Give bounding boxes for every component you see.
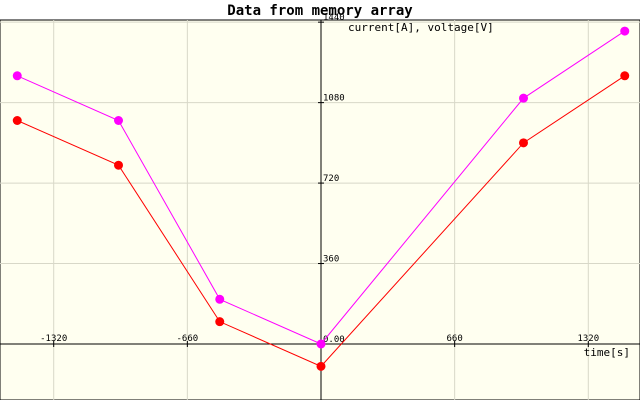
series-1-point bbox=[12, 71, 22, 81]
x-axis-label: time[s] bbox=[584, 346, 630, 359]
series bbox=[12, 26, 630, 371]
series-2-point bbox=[215, 317, 225, 327]
chart-title: Data from memory array bbox=[227, 3, 413, 19]
x-tick-label: 1320 bbox=[577, 334, 599, 344]
y-tick-label: 1440 bbox=[323, 13, 345, 23]
y-tick-label: 360 bbox=[323, 255, 339, 265]
x-tick-label: -1320 bbox=[40, 334, 67, 344]
series-2-line bbox=[17, 75, 626, 367]
series-1-point bbox=[215, 294, 225, 304]
plot-area bbox=[0, 19, 640, 400]
y-axis-label: current[A], voltage[V] bbox=[348, 21, 494, 34]
x-tick-label: -660 bbox=[177, 334, 199, 344]
series-2-point bbox=[316, 361, 326, 371]
y-tick-label: 0.00 bbox=[323, 335, 345, 345]
x-tick-label: 660 bbox=[447, 334, 463, 344]
series-2-point bbox=[519, 138, 528, 148]
series-1-point bbox=[316, 339, 326, 349]
series-2-point bbox=[114, 160, 123, 170]
tick-labels: -1320 -660 660 1320 0.00 360 720 1080 1440 bbox=[40, 13, 599, 345]
series-1-line bbox=[17, 30, 626, 345]
series-2-point bbox=[12, 116, 22, 125]
title-bar bbox=[0, 0, 640, 20]
y-tick-label: 720 bbox=[323, 174, 339, 184]
series-2-point bbox=[620, 71, 630, 81]
series-1-point bbox=[519, 93, 528, 103]
y-tick-label: 1080 bbox=[323, 94, 345, 104]
series-1-point bbox=[114, 116, 123, 125]
series-1-point bbox=[620, 26, 630, 36]
